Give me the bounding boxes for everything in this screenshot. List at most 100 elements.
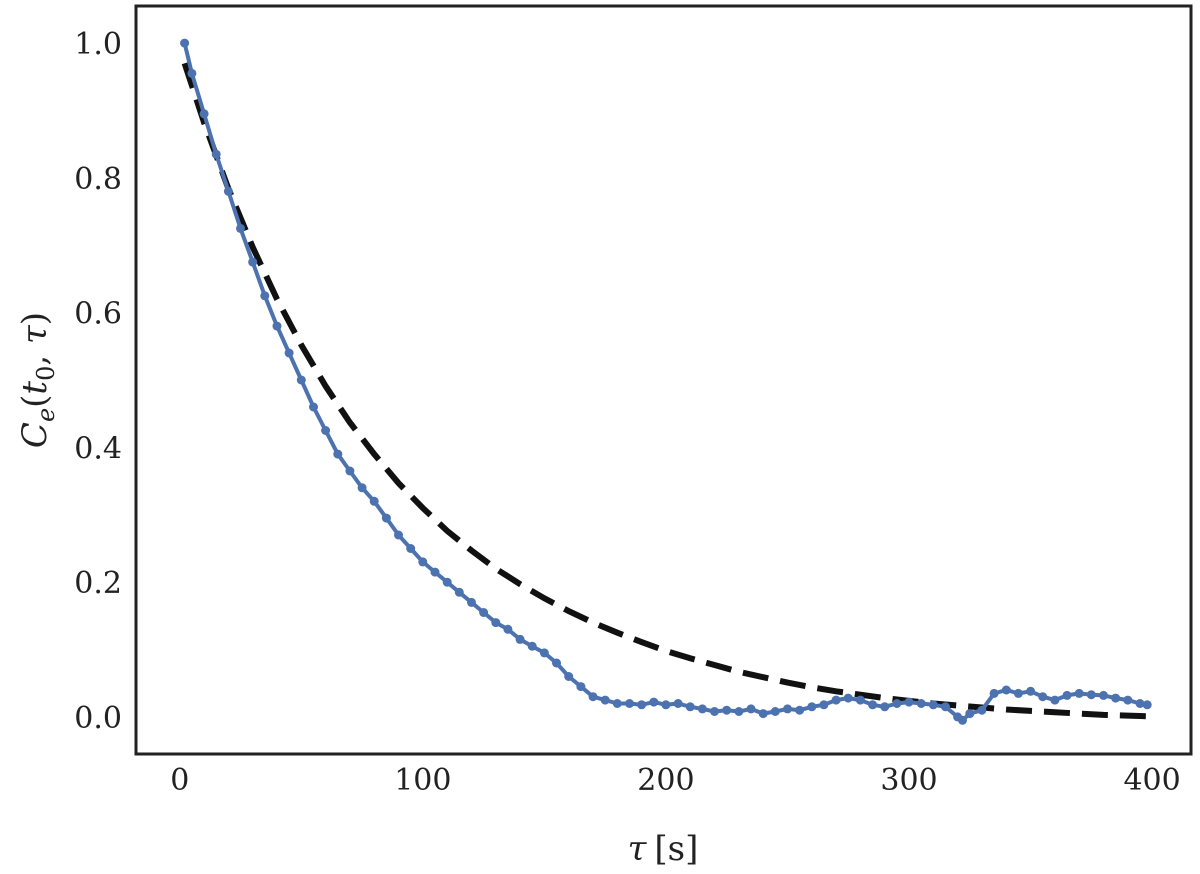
data-point <box>928 700 938 710</box>
y-axis-label-sep: , <box>15 344 55 366</box>
plot-frame <box>134 4 1193 756</box>
data-point <box>783 704 792 714</box>
data-point <box>491 618 501 628</box>
data-point <box>369 496 379 506</box>
y-axis-label-base: C <box>15 422 55 448</box>
data-point <box>199 109 209 119</box>
data-point <box>1038 692 1048 702</box>
x-tick-label: 200 <box>637 763 694 798</box>
data-point <box>661 700 671 710</box>
fit-layer <box>181 62 1148 720</box>
data-point <box>958 715 967 725</box>
y-tick-label: 0.4 <box>74 431 122 466</box>
data-point <box>1013 688 1023 698</box>
data-point <box>406 544 416 553</box>
data-point <box>625 699 634 708</box>
data-point <box>527 641 537 651</box>
data-point <box>941 702 950 712</box>
y-axis-label: Ce(t0, τ) <box>15 312 60 448</box>
data-point <box>588 692 598 702</box>
data-point <box>855 695 865 705</box>
data-point <box>223 186 233 196</box>
data-point <box>746 704 756 714</box>
data-point <box>1099 690 1108 700</box>
data-point <box>430 567 440 577</box>
data-point <box>539 648 549 658</box>
data-point <box>989 688 999 698</box>
data-point <box>1026 686 1036 696</box>
data-point <box>916 699 926 708</box>
data-point <box>454 587 464 597</box>
x-axis-label-symbol: τ <box>628 829 648 869</box>
y-tick-label: 0.6 <box>74 297 122 332</box>
data-point <box>843 693 853 703</box>
data-point <box>904 697 914 707</box>
data-layer <box>180 38 1152 725</box>
y-tick-label: 0.2 <box>74 566 122 601</box>
data-point <box>880 702 890 712</box>
data-point <box>321 426 331 435</box>
data-point <box>576 682 586 692</box>
y-tick-label: 0.8 <box>74 162 122 197</box>
data-point <box>503 624 513 634</box>
data-point <box>211 149 221 159</box>
data-point <box>1142 700 1152 710</box>
data-point <box>248 257 258 267</box>
x-tick-label: 400 <box>1123 763 1180 798</box>
data-point <box>612 699 622 708</box>
data-point <box>357 483 367 493</box>
data-point <box>1123 695 1133 705</box>
data-point <box>1062 690 1072 700</box>
data-point <box>1111 693 1121 703</box>
data-point <box>394 530 403 540</box>
data-point <box>697 704 707 714</box>
data-point <box>819 700 829 710</box>
data-point <box>284 348 294 358</box>
data-point <box>795 705 805 715</box>
data-point <box>236 223 245 233</box>
y-axis-label-t: t <box>15 381 55 395</box>
data-point <box>1050 695 1060 705</box>
data-point <box>685 702 695 712</box>
data-point <box>272 321 282 331</box>
data-point <box>770 707 780 716</box>
data-point <box>333 449 343 459</box>
data-point <box>309 402 318 412</box>
y-axis-label-close: ) <box>15 312 55 325</box>
data-point <box>673 699 683 708</box>
x-axis-label: τ [s] <box>628 829 699 869</box>
y-axis-label-sub2: 0 <box>32 366 60 381</box>
data-point <box>1001 685 1011 695</box>
x-tick-label: 100 <box>394 763 451 798</box>
data-series-line <box>182 42 1148 723</box>
data-point <box>1086 690 1096 700</box>
data-point <box>734 707 744 716</box>
data-point <box>418 557 428 567</box>
x-tick-label: 300 <box>880 763 937 798</box>
x-axis-label-unit: [s] <box>654 829 698 869</box>
y-axis-label-tau: τ <box>15 324 55 344</box>
data-point <box>345 466 355 476</box>
data-point <box>892 699 902 708</box>
data-point <box>758 709 768 719</box>
y-axis-ticks: 0.0 0.2 0.4 0.6 0.8 1.0 <box>74 27 122 736</box>
x-tick-label: 0 <box>170 763 189 798</box>
data-point <box>296 375 306 385</box>
data-point <box>187 68 197 78</box>
data-point <box>710 707 719 716</box>
y-tick-label: 0.0 <box>74 701 122 736</box>
fit-curve-dashed <box>181 62 1148 720</box>
data-point <box>381 513 391 523</box>
data-point <box>442 577 452 587</box>
data-point <box>600 695 610 705</box>
data-point <box>868 700 878 710</box>
data-point <box>722 705 732 715</box>
data-point <box>965 709 975 719</box>
x-axis-ticks: 0 100 200 300 400 <box>170 763 1181 798</box>
y-axis-label-open: ( <box>15 395 55 408</box>
data-point <box>1074 688 1084 698</box>
data-point <box>807 702 817 712</box>
data-point <box>637 700 647 710</box>
data-point <box>977 705 987 715</box>
